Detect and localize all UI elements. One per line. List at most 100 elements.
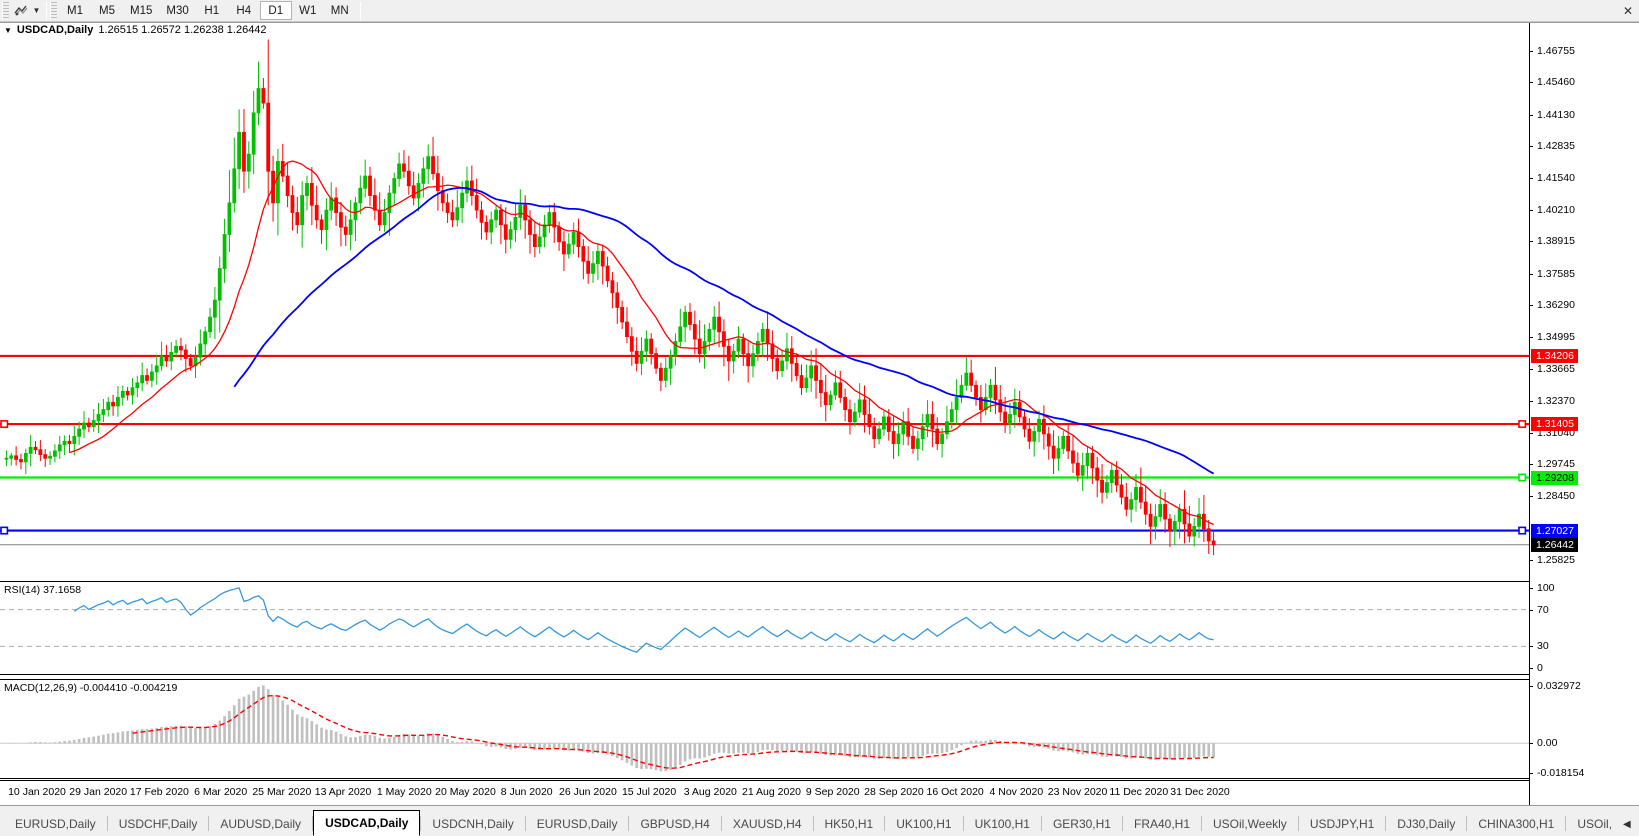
- price-tick-label: 1.37585: [1530, 268, 1575, 280]
- date-tick-label: 9 Sep 2020: [805, 786, 860, 798]
- price-tick-label: 1.45460: [1530, 76, 1575, 88]
- chart-tab-eurusd-daily[interactable]: EURUSD,Daily: [536, 817, 618, 831]
- chart-tab-hk50-h1[interactable]: HK50,H1: [824, 817, 874, 831]
- date-tick-label: 3 Aug 2020: [683, 786, 737, 798]
- price-axis[interactable]: 1.46755 1.45460 1.44130 1.42835 1.41540 1.402…: [1529, 23, 1639, 806]
- chart-tab-uk100-h1[interactable]: UK100,H1: [974, 817, 1030, 831]
- date-tick-label: 26 Jun 2020: [558, 786, 617, 798]
- chart-tab-ger30-h1[interactable]: GER30,H1: [1052, 817, 1111, 831]
- date-tick-label: 20 May 2020: [435, 786, 496, 798]
- chart-tab-xauusd-h4[interactable]: XAUUSD,H4: [732, 817, 802, 831]
- date-tick-label: 4 Nov 2020: [989, 786, 1044, 798]
- date-tick-label: 21 Aug 2020: [742, 786, 802, 798]
- chevron-down-icon[interactable]: ▼: [32, 6, 41, 15]
- macd-plot: [0, 685, 1529, 772]
- tab-separator: [1385, 816, 1387, 831]
- chart-tab-dj30-daily[interactable]: DJ30,Daily: [1397, 817, 1456, 831]
- rsi-indicator-label: RSI(14) 37.1658: [4, 584, 82, 596]
- chart-tab-fra40-h1[interactable]: FRA40,H1: [1133, 817, 1191, 831]
- price-marker-label[interactable]: 1.26442: [1531, 537, 1578, 552]
- date-tick-label: 1 May 2020: [376, 786, 432, 798]
- price-tick-label: 1.25825: [1530, 554, 1575, 566]
- price-marker-label[interactable]: 1.34206: [1531, 348, 1578, 363]
- chart-tabs-bar: EURUSD,Daily USDCHF,Daily AUDUSD,Daily USDC…: [0, 805, 1639, 836]
- chevron-down-icon[interactable]: ▼: [4, 25, 12, 35]
- date-tick-label: 23 Nov 2020: [1047, 786, 1108, 798]
- toolbar-grip[interactable]: [2, 1, 9, 20]
- tab-scroll-left-icon[interactable]: ◀: [1623, 819, 1631, 830]
- timeframe-button-h1[interactable]: H1: [204, 4, 220, 17]
- chart-tab-usdcnh-daily[interactable]: USDCNH,Daily: [432, 817, 514, 831]
- date-tick-label: 15 Jul 2020: [621, 786, 677, 798]
- timeframe-buttons: M1 M5 M15 M30 H1 H4 D1 W1 MN: [59, 1, 356, 20]
- price-tick-label: 1.32370: [1530, 395, 1575, 407]
- timeframe-button-h4[interactable]: H4: [236, 4, 252, 17]
- chart-tab-usoil-weekly[interactable]: USOil,Weekly: [1213, 817, 1287, 831]
- timeframe-button-m1[interactable]: M1: [67, 4, 83, 17]
- price-marker-label[interactable]: 1.27027: [1531, 523, 1578, 538]
- chart-tab-uk100-h1[interactable]: UK100,H1: [896, 817, 952, 831]
- macd-pane[interactable]: MACD(12,26,9) -0.004410 -0.004219: [0, 679, 1529, 779]
- date-tick-label: 11 Dec 2020: [1109, 786, 1169, 798]
- chart-tab-usdjpy-h1[interactable]: USDJPY,H1: [1309, 817, 1375, 831]
- tab-separator: [962, 816, 964, 831]
- timeframe-button-mn[interactable]: MN: [330, 4, 349, 17]
- close-icon[interactable]: ✕: [1622, 3, 1634, 18]
- toolbar-grip-2[interactable]: [50, 1, 57, 20]
- tab-separator: [420, 816, 422, 831]
- tab-separator: [1297, 816, 1299, 831]
- date-tick-label: 29 Jan 2020: [69, 786, 128, 798]
- macd-indicator-label: MACD(12,26,9) -0.004410 -0.004219: [4, 682, 178, 694]
- chart-ohlc-values: 1.26515 1.26572 1.26238 1.26442: [98, 24, 267, 36]
- rsi-tick-label: 100: [1530, 582, 1555, 594]
- tab-separator: [524, 816, 526, 831]
- tab-separator: [720, 816, 722, 831]
- chart-area[interactable]: ▼ USDCAD,Daily 1.26515 1.26572 1.26238 1…: [0, 22, 1639, 806]
- date-tick-label: 16 Oct 2020: [926, 786, 984, 798]
- tab-separator: [312, 816, 314, 831]
- date-tick-label: 31 Dec 2020: [1170, 786, 1230, 798]
- price-tick-label: 1.44130: [1530, 109, 1575, 121]
- price-tick-label: 1.40210: [1530, 204, 1575, 216]
- price-tick-label: 1.33665: [1530, 363, 1575, 375]
- chart-symbol-label: USDCAD,Daily: [16, 24, 94, 36]
- tab-separator: [1201, 816, 1203, 831]
- tab-scroll-controls: ◀ ▶: [1623, 819, 1639, 836]
- chart-tabs: EURUSD,Daily USDCHF,Daily AUDUSD,Daily USDC…: [4, 810, 1623, 836]
- chart-tab-usdcad-daily[interactable]: USDCAD,Daily: [313, 810, 421, 836]
- price-marker-label[interactable]: 1.31405: [1531, 417, 1578, 432]
- price-tick-label: 1.38915: [1530, 235, 1575, 247]
- timeframe-button-w1[interactable]: W1: [299, 4, 317, 17]
- chart-tab-gbpusd-h4[interactable]: GBPUSD,H4: [640, 817, 710, 831]
- rsi-pane[interactable]: RSI(14) 37.1658: [0, 581, 1529, 675]
- chart-tab-china300-h1[interactable]: CHINA300,H1: [1478, 817, 1555, 831]
- timeframe-toolbar: ▼ M1 M5 M15 M30 H1 H4 D1 W1 MN ✕: [0, 0, 1639, 22]
- price-marker-label[interactable]: 1.29208: [1531, 470, 1578, 485]
- price-tick-label: 1.36290: [1530, 299, 1575, 311]
- chart-tab-audusd-daily[interactable]: AUDUSD,Daily: [220, 817, 302, 831]
- macd-tick-label: -0.018154: [1530, 767, 1584, 779]
- chart-tab-eurusd-daily[interactable]: EURUSD,Daily: [15, 817, 96, 831]
- tab-separator: [106, 816, 108, 831]
- crosshair-icon[interactable]: [10, 1, 30, 20]
- price-pane[interactable]: [0, 35, 1529, 575]
- timeframe-button-m30[interactable]: M30: [166, 4, 189, 17]
- chart-tab-usdchf-daily[interactable]: USDCHF,Daily: [118, 817, 198, 831]
- chart-tab-usoil-[interactable]: USOil,: [1577, 817, 1613, 831]
- candlestick-chart: [0, 39, 1529, 556]
- tab-separator: [208, 816, 210, 831]
- toolbar-separator-end: [359, 1, 361, 20]
- macd-tick-label: 0.00: [1530, 737, 1557, 749]
- timeframe-button-m5[interactable]: M5: [99, 4, 115, 17]
- timeframe-button-m15[interactable]: M15: [130, 4, 153, 17]
- date-tick-label: 25 Mar 2020: [252, 786, 312, 798]
- tab-separator: [884, 816, 886, 831]
- date-tick-label: 6 Mar 2020: [194, 786, 248, 798]
- price-tick-label: 1.46755: [1530, 45, 1575, 57]
- timeframe-button-d1[interactable]: D1: [259, 1, 292, 20]
- rsi-plot: [0, 587, 1529, 653]
- date-tick-label: 28 Sep 2020: [864, 786, 924, 798]
- rsi-tick-label: 30: [1530, 640, 1549, 652]
- chart-symbol-header: ▼ USDCAD,Daily 1.26515 1.26572 1.26238 1…: [0, 23, 267, 37]
